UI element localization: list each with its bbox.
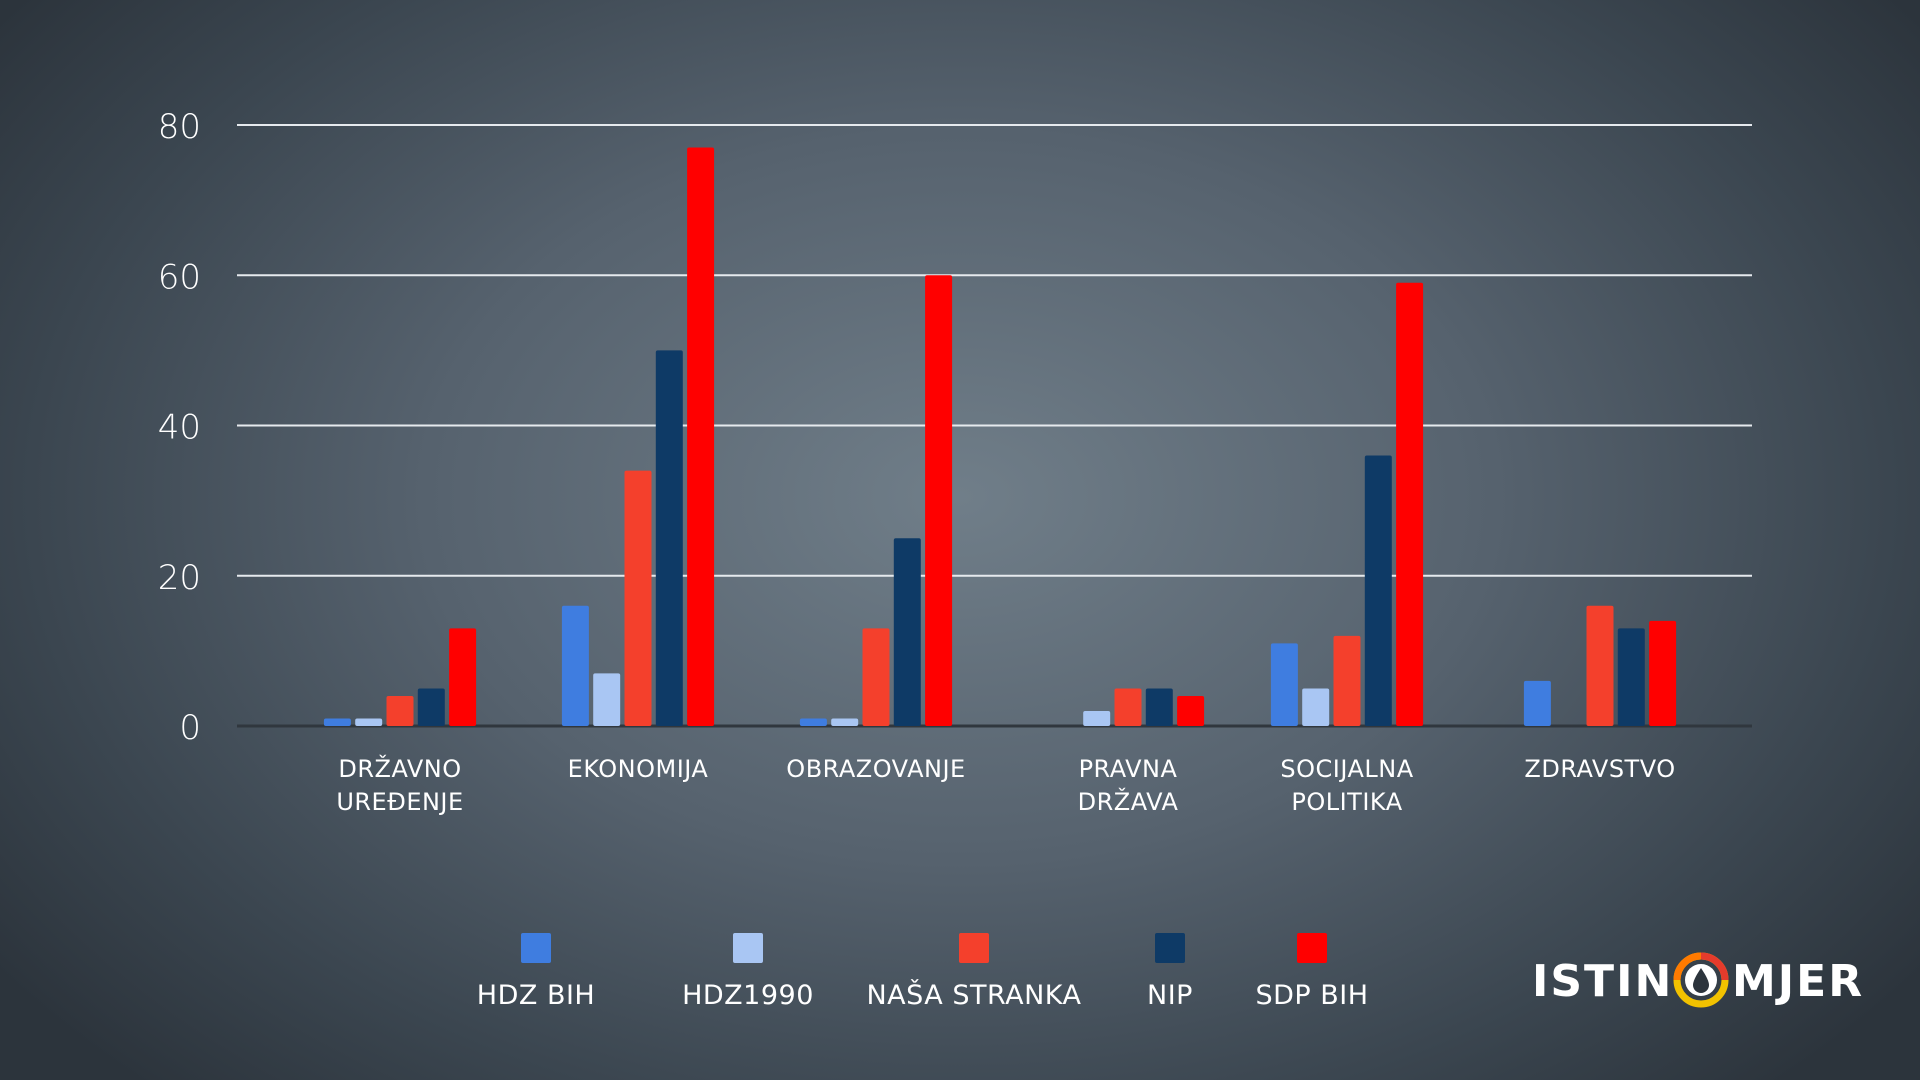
legend-swatch xyxy=(959,933,989,963)
bar xyxy=(449,628,477,726)
bar xyxy=(1617,628,1645,726)
legend-label: NIP xyxy=(1147,980,1193,1011)
y-tick-label: 20 xyxy=(158,558,201,598)
bar xyxy=(1302,688,1330,726)
bar xyxy=(687,147,715,727)
x-axis: DRŽAVNO UREĐENJE EKONOMIJA OBRAZOVANJE PRAVN… xyxy=(336,754,1675,816)
bar xyxy=(355,718,383,726)
legend-label: HDZ BIH xyxy=(477,980,595,1011)
bar xyxy=(624,470,652,726)
x-tick-label: PRAVNA DRŽAVA xyxy=(1078,755,1179,816)
bars xyxy=(323,147,1677,727)
y-tick-label: 80 xyxy=(158,107,201,147)
istinomjer-logo: ISTIN MJER xyxy=(1532,952,1864,1008)
bar xyxy=(1396,282,1424,726)
legend-label: SDP BIH xyxy=(1255,980,1368,1011)
legend-swatch xyxy=(521,933,551,963)
gridlines xyxy=(237,124,1752,728)
x-tick-label: SOCIJALNA POLITIKA xyxy=(1280,755,1413,816)
bar xyxy=(1145,688,1173,726)
x-tick-label: OBRAZOVANJE xyxy=(786,755,965,783)
legend-label: HDZ1990 xyxy=(682,980,814,1011)
legend: HDZ BIH HDZ1990 NAŠA STRANKA NIP SDP BIH xyxy=(477,933,1368,1011)
legend-label: NAŠA STRANKA xyxy=(866,979,1081,1011)
bar xyxy=(323,718,351,726)
bar xyxy=(1364,455,1392,726)
legend-swatch xyxy=(733,933,763,963)
bar xyxy=(799,718,827,726)
y-axis: 0 20 40 60 80 xyxy=(158,107,201,748)
bar xyxy=(1114,688,1142,726)
bar xyxy=(417,688,445,726)
bar xyxy=(1270,643,1298,726)
y-tick-label: 60 xyxy=(158,257,201,297)
bar xyxy=(1523,680,1551,726)
gauge-drop-icon xyxy=(1673,952,1729,1008)
bar xyxy=(831,718,859,726)
x-tick-label: DRŽAVNO UREĐENJE xyxy=(336,754,463,816)
bar xyxy=(593,673,621,726)
bar xyxy=(925,275,953,726)
bar xyxy=(561,605,589,726)
bar xyxy=(655,350,683,726)
y-tick-label: 40 xyxy=(158,408,201,448)
logo-text-left: ISTIN xyxy=(1532,956,1673,1007)
bar xyxy=(386,695,414,726)
x-tick-label: ZDRAVSTVO xyxy=(1524,755,1675,783)
x-tick-label: EKONOMIJA xyxy=(568,755,709,783)
bar xyxy=(1649,620,1677,726)
legend-swatch xyxy=(1297,933,1327,963)
bar xyxy=(1586,605,1614,726)
legend-swatch xyxy=(1155,933,1185,963)
bar xyxy=(1083,710,1111,726)
bar xyxy=(893,538,921,726)
y-tick-label: 0 xyxy=(179,708,201,748)
bar xyxy=(1333,635,1361,726)
bar xyxy=(1177,695,1205,726)
bar xyxy=(862,628,890,726)
logo-text-right: MJER xyxy=(1732,956,1864,1007)
